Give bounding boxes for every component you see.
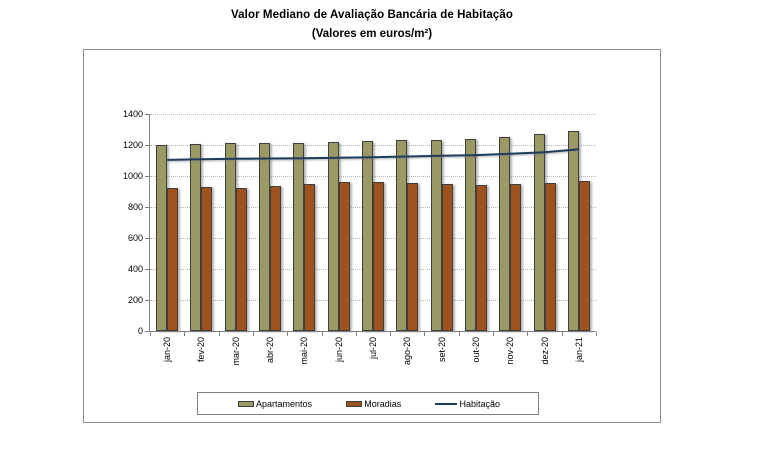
bar-apartamentos-mar-20 xyxy=(224,143,236,331)
x-tick xyxy=(252,332,254,336)
x-axis-label-jul-20: jul-20 xyxy=(368,337,378,360)
bar-apartamentos-dez-20 xyxy=(533,134,545,331)
y-axis-label: 0 xyxy=(137,326,143,336)
bar-moradias-fev-20 xyxy=(201,187,213,331)
x-tick xyxy=(150,332,151,336)
bar-apartamentos-abr-20 xyxy=(259,143,271,331)
bar-moradias-mai-20 xyxy=(304,184,316,331)
y-axis-label: 800 xyxy=(127,202,143,212)
bar-moradias-mar-20 xyxy=(235,188,247,331)
x-tick xyxy=(424,332,426,336)
bar-apartamentos-set-20 xyxy=(430,140,442,331)
y-axis-label: 1400 xyxy=(122,109,143,119)
x-axis-line xyxy=(149,331,596,332)
legend-swatch-habitacao-line xyxy=(435,402,458,405)
x-tick xyxy=(218,332,220,336)
bar-apartamentos-ago-20 xyxy=(396,140,408,331)
page-title: Valor Mediano de Avaliação Bancária de H… xyxy=(231,9,513,21)
x-axis-label-out-20: out-20 xyxy=(470,337,481,363)
gridline xyxy=(150,145,596,146)
x-axis-label-jan-20: jan-20 xyxy=(162,337,173,363)
bar-apartamentos-jun-20 xyxy=(327,142,339,331)
bar-apartamentos-out-20 xyxy=(464,139,476,331)
y-tick xyxy=(145,238,150,239)
bar-moradias-ago-20 xyxy=(407,183,419,331)
bar-moradias-jan-21 xyxy=(578,181,590,331)
y-tick xyxy=(145,300,150,301)
y-axis-line xyxy=(149,114,150,332)
y-axis-label: 1000 xyxy=(122,171,143,181)
bar-moradias-abr-20 xyxy=(270,186,282,331)
legend-item-habitacao: Habitação xyxy=(435,399,500,409)
y-tick xyxy=(145,114,150,115)
y-tick xyxy=(145,207,150,208)
bar-apartamentos-jan-20 xyxy=(156,145,168,331)
x-axis-label-set-20: set-20 xyxy=(436,337,447,363)
x-tick xyxy=(390,332,392,336)
gridline xyxy=(150,114,596,115)
plot-area xyxy=(150,114,596,331)
x-tick xyxy=(287,332,289,336)
x-tick xyxy=(596,332,597,336)
x-axis-label-mar-20: mar-20 xyxy=(230,337,241,366)
bar-apartamentos-nov-20 xyxy=(499,137,511,331)
x-axis-label-fev-20: fev-20 xyxy=(196,337,207,363)
legend-item-apartamentos: Apartamentos xyxy=(238,399,312,409)
y-axis-label: 1200 xyxy=(122,140,143,150)
chart-frame: Apartamentos Moradias Habitação 0 200 400 6… xyxy=(83,49,661,423)
x-axis-label-ago-20: ago-20 xyxy=(402,337,413,366)
bar-moradias-jun-20 xyxy=(338,182,350,331)
y-axis-label: 200 xyxy=(127,295,143,305)
x-tick xyxy=(184,332,186,336)
title-block: Valor Mediano de Avaliação Bancária de H… xyxy=(0,9,744,40)
x-axis-label-jan-21: jan-21 xyxy=(573,337,584,363)
y-tick xyxy=(145,331,150,332)
legend-swatch-apartamentos xyxy=(238,400,254,407)
x-tick xyxy=(493,332,495,336)
legend-label-moradias: Moradias xyxy=(364,398,402,409)
bar-moradias-nov-20 xyxy=(510,184,522,331)
legend-swatch-moradias xyxy=(346,400,363,407)
x-axis-label-nov-20: nov-20 xyxy=(505,337,516,365)
legend-item-moradias: Moradias xyxy=(346,399,401,409)
bar-moradias-out-20 xyxy=(475,185,487,331)
x-tick xyxy=(321,332,323,336)
x-axis-label-abr-20: abr-20 xyxy=(265,337,276,364)
y-tick xyxy=(145,176,150,177)
x-axis-label-mai-20: mai-20 xyxy=(299,337,310,365)
bar-moradias-dez-20 xyxy=(544,183,556,331)
x-axis-label-dez-20: dez-20 xyxy=(539,337,550,365)
x-axis-label-jun-20: jun-20 xyxy=(333,337,344,363)
y-tick xyxy=(145,145,150,146)
bar-apartamentos-jan-21 xyxy=(567,131,579,331)
y-axis-label: 400 xyxy=(127,264,143,274)
habitação-line xyxy=(167,148,579,161)
x-tick xyxy=(355,332,357,336)
x-tick xyxy=(527,332,529,336)
gridline xyxy=(150,176,596,177)
y-tick xyxy=(145,269,150,270)
bar-moradias-set-20 xyxy=(441,184,453,331)
y-axis-label: 600 xyxy=(127,233,143,243)
legend: Apartamentos Moradias Habitação xyxy=(197,392,539,415)
bar-apartamentos-jul-20 xyxy=(362,141,373,331)
bar-apartamentos-mai-20 xyxy=(293,143,305,331)
page-subtitle: (Valores em euros/m²) xyxy=(311,28,433,40)
bar-moradias-jul-20 xyxy=(373,182,384,331)
x-tick xyxy=(561,332,563,336)
legend-label-habitacao: Habitação xyxy=(459,398,500,409)
bar-moradias-jan-20 xyxy=(167,188,179,331)
x-tick xyxy=(458,332,460,336)
bar-apartamentos-fev-20 xyxy=(190,144,202,331)
legend-label-apartamentos: Apartamentos xyxy=(256,398,313,409)
